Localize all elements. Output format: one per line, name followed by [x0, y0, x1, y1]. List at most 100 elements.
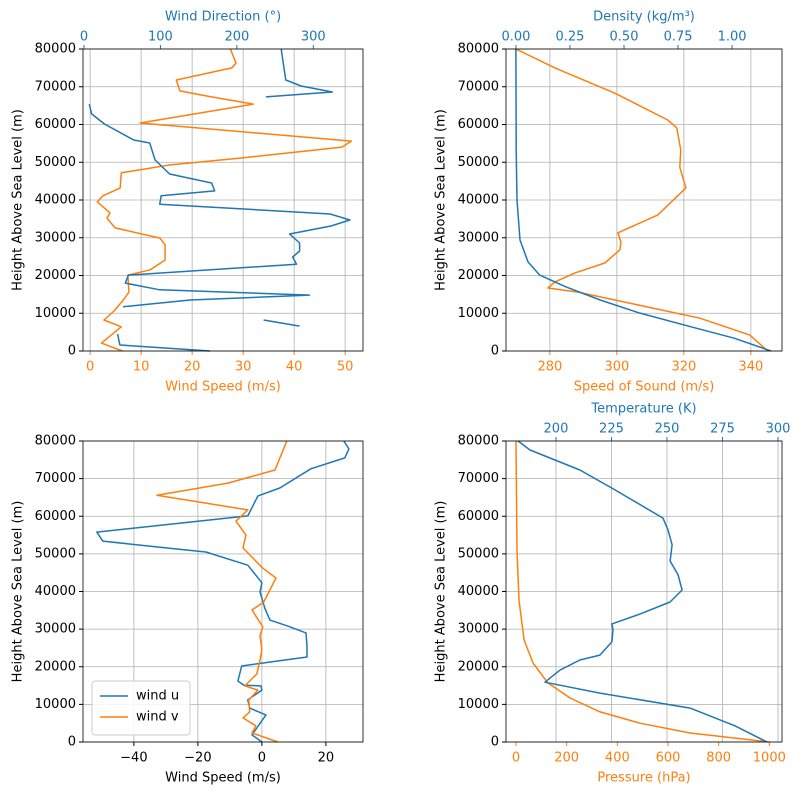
x-tick-label: 0	[258, 751, 266, 766]
y-tick-label: 0	[491, 344, 499, 359]
y-tick-label: 50000	[35, 155, 76, 170]
subplot: 0100002000030000400005000060000700008000…	[434, 10, 783, 395]
y-tick-label: 30000	[35, 230, 76, 245]
y-tick-label: 60000	[458, 509, 499, 524]
x-tick-label: 280	[537, 360, 562, 375]
y-tick-label: 70000	[35, 79, 76, 94]
series-line	[88, 48, 351, 352]
plot-frame	[82, 48, 364, 352]
x-tick-label: 1000	[753, 751, 786, 766]
x2-axis-label: Density (kg/m³)	[593, 10, 695, 25]
x2-tick-label: 0	[80, 30, 88, 45]
y-tick-label: 20000	[458, 659, 499, 674]
y-tick-label: 80000	[458, 434, 499, 449]
x-tick-label: 340	[738, 360, 763, 375]
subplot: 0100002000030000400005000060000700008000…	[434, 402, 791, 786]
y-tick-label: 60000	[35, 117, 76, 132]
x-axis-label: Pressure (hPa)	[597, 771, 690, 786]
y-tick-label: 70000	[458, 471, 499, 486]
y-tick-label: 0	[68, 344, 76, 359]
y-tick-label: 50000	[458, 155, 499, 170]
y-tick-label: 10000	[35, 697, 76, 712]
y-tick-label: 10000	[35, 306, 76, 321]
series-line	[515, 48, 772, 352]
y-tick-label: 10000	[458, 306, 499, 321]
plot-frame	[505, 440, 783, 743]
y-tick-label: 10000	[458, 697, 499, 712]
y-tick-label: 80000	[35, 42, 76, 57]
x2-tick-label: 200	[544, 422, 569, 437]
y-tick-label: 50000	[35, 546, 76, 561]
y-tick-label: 0	[491, 735, 499, 750]
x-axis-label: Speed of Sound (m/s)	[574, 380, 715, 395]
x-tick-label: 0	[86, 360, 94, 375]
x-tick-label: −20	[184, 751, 211, 766]
x2-axis-label: Temperature (K)	[590, 402, 696, 417]
plot-frame	[82, 440, 364, 743]
x2-tick-label: 0.50	[610, 30, 639, 45]
x2-tick-label: 225	[599, 422, 624, 437]
x-axis-label: Wind Speed (m/s)	[165, 771, 281, 786]
y-tick-label: 20000	[35, 659, 76, 674]
x-tick-label: −40	[120, 751, 147, 766]
plot-frame	[505, 48, 783, 352]
x-tick-label: 40	[286, 360, 303, 375]
y-tick-label: 20000	[35, 268, 76, 283]
x2-tick-label: 1.00	[718, 30, 747, 45]
y-tick-label: 80000	[35, 434, 76, 449]
x2-tick-label: 275	[710, 422, 735, 437]
y-tick-label: 40000	[458, 584, 499, 599]
y-axis-label: Height Above Sea Level (m)	[434, 109, 449, 291]
x2-tick-label: 250	[655, 422, 680, 437]
y-tick-label: 70000	[35, 471, 76, 486]
series-line	[515, 48, 769, 352]
y-tick-label: 40000	[35, 193, 76, 208]
series-line	[156, 440, 288, 743]
x-tick-label: 200	[554, 751, 579, 766]
y-tick-label: 20000	[458, 268, 499, 283]
subplot: 0 10000 20000 30000 40000 50000 60000 70000 8000…	[11, 434, 364, 786]
x-tick-label: 0	[512, 751, 520, 766]
series-line	[96, 48, 353, 352]
y-tick-label: 0	[68, 735, 76, 750]
y-tick-label: 40000	[35, 584, 76, 599]
x-tick-label: 800	[706, 751, 731, 766]
subplot: 0100002000030000400005000060000700008000…	[11, 10, 364, 395]
y-tick-label: 40000	[458, 193, 499, 208]
series-line	[517, 440, 768, 743]
x2-tick-label: 200	[224, 30, 249, 45]
y-axis-label: Height Above Sea Level (m)	[434, 501, 449, 683]
y-tick-label: 30000	[35, 622, 76, 637]
y-axis-label: Height Above Sea Level (m)	[11, 501, 26, 683]
x2-tick-label: 0.25	[555, 30, 584, 45]
x-tick-label: 300	[604, 360, 629, 375]
y-tick-label: 50000	[458, 546, 499, 561]
x2-axis-label: Wind Direction (°)	[165, 10, 281, 25]
y-tick-label: 30000	[458, 230, 499, 245]
x-tick-label: 600	[656, 751, 681, 766]
x-tick-label: 20	[318, 751, 335, 766]
legend: wind u wind v	[91, 680, 191, 736]
x2-tick-label: 300	[301, 30, 326, 45]
y-axis-label: Height Above Sea Level (m)	[11, 109, 26, 291]
x-tick-label: 50	[337, 360, 354, 375]
x-tick-label: 400	[605, 751, 630, 766]
x-tick-label: 20	[184, 360, 201, 375]
y-tick-label: 80000	[458, 42, 499, 57]
legend-label: wind v	[136, 710, 179, 725]
series-line	[96, 440, 350, 743]
x2-tick-label: 300	[766, 422, 791, 437]
x2-tick-label: 0.00	[501, 30, 530, 45]
x-tick-label: 30	[235, 360, 252, 375]
y-tick-label: 60000	[35, 509, 76, 524]
legend-label: wind u	[136, 689, 179, 704]
x2-tick-label: 100	[148, 30, 173, 45]
x-tick-label: 10	[133, 360, 150, 375]
x2-tick-label: 0.75	[664, 30, 693, 45]
x-tick-label: 320	[671, 360, 696, 375]
x-axis-label: Wind Speed (m/s)	[165, 380, 281, 395]
legend-box	[91, 680, 191, 736]
y-tick-label: 70000	[458, 79, 499, 94]
